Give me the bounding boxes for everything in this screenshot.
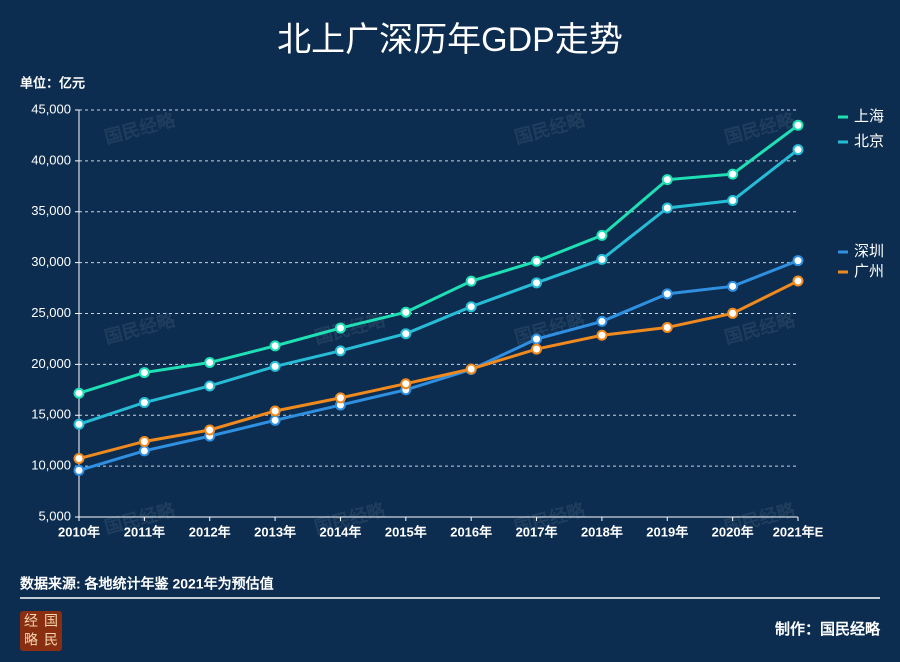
x-tick-label: 2013年 [254, 524, 296, 539]
data-point [400, 306, 412, 318]
data-point [792, 255, 804, 267]
data-point [727, 307, 739, 319]
data-point [138, 397, 150, 409]
data-point [73, 418, 85, 430]
data-point [465, 363, 477, 375]
legend-label: 上海 [854, 108, 884, 125]
data-point [661, 202, 673, 214]
data-point [204, 424, 216, 436]
y-tick-label: 30,000 [31, 254, 71, 269]
logo-char: 经 [24, 613, 38, 629]
data-point [596, 253, 608, 265]
chart-title: 北上广深历年GDP走势 [277, 21, 623, 59]
data-point [727, 168, 739, 180]
y-tick-label: 45,000 [31, 101, 71, 116]
data-point [661, 321, 673, 333]
x-tick-label: 2021年E [773, 524, 824, 539]
y-tick-label: 15,000 [31, 407, 71, 422]
y-tick-label: 5,000 [38, 508, 71, 523]
series-line [78, 259, 799, 472]
data-point [334, 345, 346, 357]
data-point [400, 378, 412, 390]
legend-label: 广州 [854, 263, 884, 280]
logo-char: 国 [44, 613, 58, 629]
y-tick-label: 25,000 [31, 305, 71, 320]
data-point [73, 387, 85, 399]
data-point [400, 328, 412, 340]
data-point [334, 392, 346, 404]
data-point [531, 333, 543, 345]
x-tick-label: 2017年 [516, 524, 558, 539]
data-point [138, 435, 150, 447]
data-point [596, 329, 608, 341]
logo-char: 民 [44, 632, 58, 648]
x-tick-label: 2019年 [646, 524, 688, 539]
y-tick-label: 35,000 [31, 203, 71, 218]
data-point [661, 174, 673, 186]
data-point [465, 275, 477, 287]
data-point [792, 144, 804, 156]
data-point [269, 414, 281, 426]
legend-label: 深圳 [854, 243, 884, 260]
data-point [531, 277, 543, 289]
credit: 制作：国民经略 [775, 620, 881, 638]
logo-char: 略 [24, 632, 38, 648]
data-point [727, 280, 739, 292]
logo-box [20, 611, 62, 651]
data-point [269, 340, 281, 352]
data-point [138, 367, 150, 379]
x-tick-label: 2012年 [189, 524, 231, 539]
data-point [138, 445, 150, 457]
y-tick-label: 20,000 [31, 356, 71, 371]
y-tick-label: 10,000 [31, 458, 71, 473]
data-point [531, 255, 543, 267]
y-tick-label: 40,000 [31, 152, 71, 167]
data-point [792, 275, 804, 287]
x-tick-label: 2011年 [124, 524, 165, 539]
data-point [204, 380, 216, 392]
data-point [727, 195, 739, 207]
data-point [792, 119, 804, 131]
x-tick-label: 2018年 [581, 524, 623, 539]
unit-label: 单位：亿元 [20, 75, 85, 90]
data-point [269, 360, 281, 372]
x-tick-label: 2010年 [58, 524, 100, 539]
x-tick-label: 2014年 [319, 524, 361, 539]
data-point [596, 229, 608, 241]
x-tick-label: 2016年 [450, 524, 492, 539]
series-line [78, 124, 799, 395]
data-point [73, 464, 85, 476]
series-line [78, 148, 799, 426]
x-tick-label: 2020年 [712, 524, 754, 539]
series-line [78, 279, 799, 460]
data-point [596, 315, 608, 327]
source: 数据来源: 各地统计年鉴 2021年为预估值 [20, 576, 274, 592]
legend-label: 北京 [854, 133, 884, 150]
x-tick-label: 2015年 [385, 524, 427, 539]
data-point [531, 343, 543, 355]
data-point [269, 405, 281, 417]
data-point [661, 288, 673, 300]
data-point [465, 301, 477, 313]
data-point [334, 322, 346, 334]
data-point [204, 357, 216, 369]
data-point [73, 453, 85, 465]
